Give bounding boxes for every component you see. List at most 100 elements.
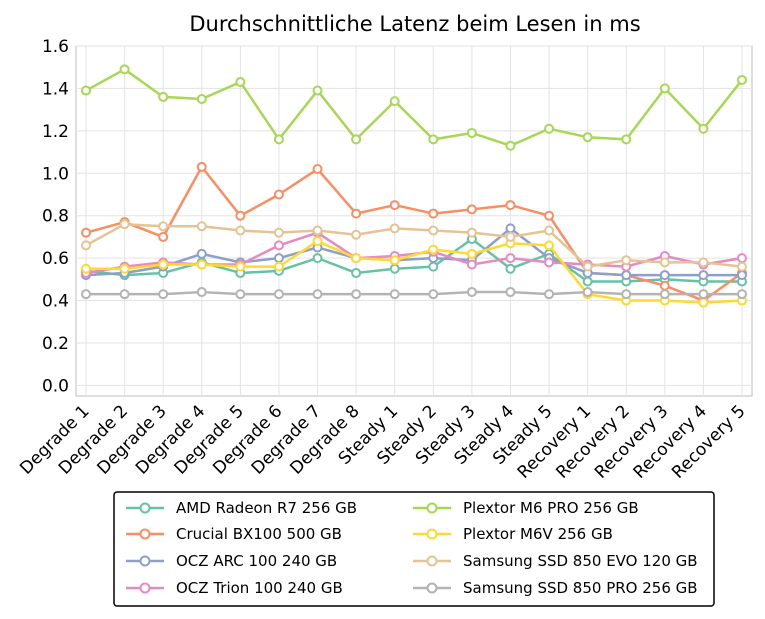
data-point — [119, 219, 130, 230]
legend-marker — [426, 555, 438, 567]
data-point — [698, 270, 709, 281]
data-point — [659, 83, 670, 94]
data-point — [312, 164, 323, 175]
data-point — [544, 123, 555, 134]
data-point — [389, 223, 400, 234]
legend-item: Plextor M6 PRO 256 GB — [413, 499, 639, 517]
y-tick-label: 1.2 — [42, 122, 69, 142]
data-point — [351, 289, 362, 300]
data-point — [582, 132, 593, 143]
legend-marker — [426, 582, 438, 594]
data-point — [505, 253, 516, 264]
data-point — [351, 134, 362, 145]
data-point — [428, 261, 439, 272]
data-point — [428, 134, 439, 145]
data-point — [196, 248, 207, 259]
legend-marker — [426, 528, 438, 540]
y-tick-label: 1.6 — [42, 37, 69, 57]
legend-box — [113, 491, 715, 607]
data-point — [273, 189, 284, 200]
data-point — [351, 267, 362, 278]
series-line — [85, 165, 743, 302]
data-point — [235, 210, 246, 221]
data-point — [389, 255, 400, 266]
data-point — [119, 64, 130, 75]
data-point — [235, 225, 246, 236]
y-axis: 0.0 0.2 0.4 0.6 0.8 1.0 1.2 1.4 1.6 — [42, 37, 69, 396]
data-point — [158, 259, 169, 270]
legend-label: Crucial BX100 500 GB — [176, 525, 342, 543]
data-point — [505, 231, 516, 242]
data-point — [659, 270, 670, 281]
series-line — [86, 290, 742, 296]
data-point — [737, 253, 747, 264]
data-point — [81, 240, 91, 251]
legend-item: AMD Radeon R7 256 GB — [126, 499, 357, 517]
data-point — [544, 289, 555, 300]
legend-marker — [139, 582, 151, 594]
data-point — [698, 123, 709, 134]
data-point — [621, 255, 632, 266]
legend-marker — [139, 555, 151, 567]
data-point — [235, 261, 246, 272]
data-point — [698, 257, 709, 268]
data-point — [466, 204, 477, 215]
data-point — [544, 210, 555, 221]
data-point — [466, 248, 477, 259]
y-tick-label: 1.4 — [42, 79, 69, 99]
data-point — [389, 263, 400, 274]
data-point — [428, 244, 439, 255]
legend-label: OCZ ARC 100 240 GB — [176, 552, 337, 570]
data-point — [659, 280, 670, 291]
legend-label: Plextor M6V 256 GB — [463, 525, 613, 543]
legend-item: Plextor M6V 256 GB — [413, 525, 613, 543]
data-point — [81, 289, 91, 300]
data-point — [196, 221, 207, 232]
data-point — [698, 289, 709, 300]
data-point — [505, 287, 516, 298]
data-point — [312, 225, 323, 236]
legend-item: OCZ Trion 100 240 GB — [126, 579, 343, 597]
legend-label: Plextor M6 PRO 256 GB — [463, 499, 639, 517]
data-point — [312, 253, 323, 264]
data-point — [737, 74, 747, 85]
series-line — [86, 239, 743, 304]
data-point — [196, 161, 207, 172]
plot-area — [75, 45, 753, 397]
legend-marker — [139, 502, 151, 514]
series-8 — [81, 287, 747, 300]
data-point — [698, 297, 709, 308]
data-point — [466, 287, 477, 298]
data-point — [582, 261, 593, 272]
series-layer — [81, 64, 747, 308]
data-point — [737, 270, 747, 281]
data-point — [544, 225, 555, 236]
data-point — [621, 270, 632, 281]
legend-item: OCZ ARC 100 240 GB — [126, 552, 337, 570]
plot-frame — [75, 45, 753, 397]
y-tick-label: 0.0 — [42, 376, 69, 396]
legend-label: AMD Radeon R7 256 GB — [176, 499, 357, 517]
data-point — [505, 140, 516, 151]
data-point — [389, 200, 400, 211]
data-point — [544, 257, 555, 268]
data-point — [389, 96, 400, 107]
data-point — [351, 208, 362, 219]
data-point — [119, 289, 130, 300]
data-point — [621, 289, 632, 300]
data-point — [273, 261, 284, 272]
data-point — [466, 227, 477, 238]
data-point — [505, 223, 516, 234]
data-point — [466, 127, 477, 138]
data-point — [621, 134, 632, 145]
y-tick-label: 0.8 — [42, 207, 69, 227]
legend-label: Samsung SSD 850 EVO 120 GB — [463, 552, 698, 570]
data-point — [158, 231, 169, 242]
legend-item: Samsung SSD 850 PRO 256 GB — [413, 579, 698, 597]
legend-item: Samsung SSD 850 EVO 120 GB — [413, 552, 698, 570]
data-point — [659, 257, 670, 268]
data-point — [273, 227, 284, 238]
data-point — [196, 287, 207, 298]
